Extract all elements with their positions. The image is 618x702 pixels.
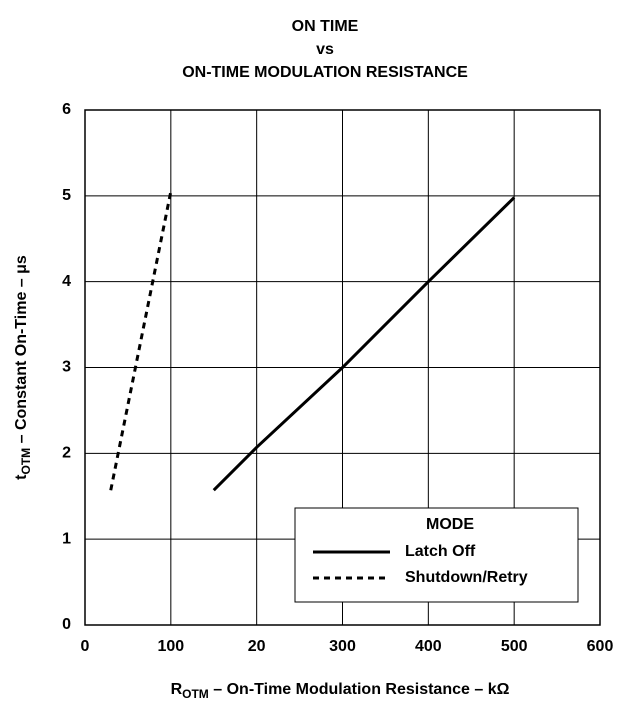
x-axis-label: ROTM – On-Time Modulation Resistance – k…	[171, 681, 510, 701]
x-axis-label-rest: – On-Time Modulation Resistance – kΩ	[209, 681, 510, 698]
y-tick-label: 6	[62, 101, 71, 118]
y-axis-label-sub: OTM	[19, 448, 33, 475]
x-tick-label: 0	[81, 638, 90, 655]
legend-box	[294, 507, 579, 603]
chart-title: ON-TIME MODULATION RESISTANCE	[182, 64, 468, 81]
x-tick-label: 300	[329, 638, 356, 655]
y-tick-label: 1	[62, 530, 71, 547]
x-tick-label: 20	[248, 638, 266, 655]
legend-label: Shutdown/Retry	[405, 569, 528, 586]
y-axis-label: tOTM – Constant On-Time – μs	[13, 255, 33, 480]
x-tick-label: 600	[587, 638, 614, 655]
y-tick-label: 5	[62, 187, 71, 204]
y-axis-label-main: t	[13, 474, 30, 480]
plot-frame	[84, 109, 601, 626]
x-tick-label: 500	[501, 638, 528, 655]
chart-title: vs	[316, 41, 334, 58]
x-tick-label: 100	[157, 638, 184, 655]
x-axis-label-sub: OTM	[182, 687, 209, 701]
legend-label: Latch Off	[405, 543, 476, 560]
series-line	[109, 191, 173, 491]
y-tick-label: 4	[62, 273, 71, 290]
y-axis-label-rest: – Constant On-Time – μs	[13, 255, 30, 448]
chart-title: ON TIME	[292, 18, 359, 35]
y-tick-label: 0	[62, 616, 71, 633]
series-line	[212, 196, 516, 492]
y-tick-label: 2	[62, 445, 71, 462]
x-axis-label-main: R	[171, 681, 183, 698]
y-tick-label: 3	[62, 359, 71, 376]
x-tick-label: 400	[415, 638, 442, 655]
legend-title: MODE	[426, 516, 474, 533]
